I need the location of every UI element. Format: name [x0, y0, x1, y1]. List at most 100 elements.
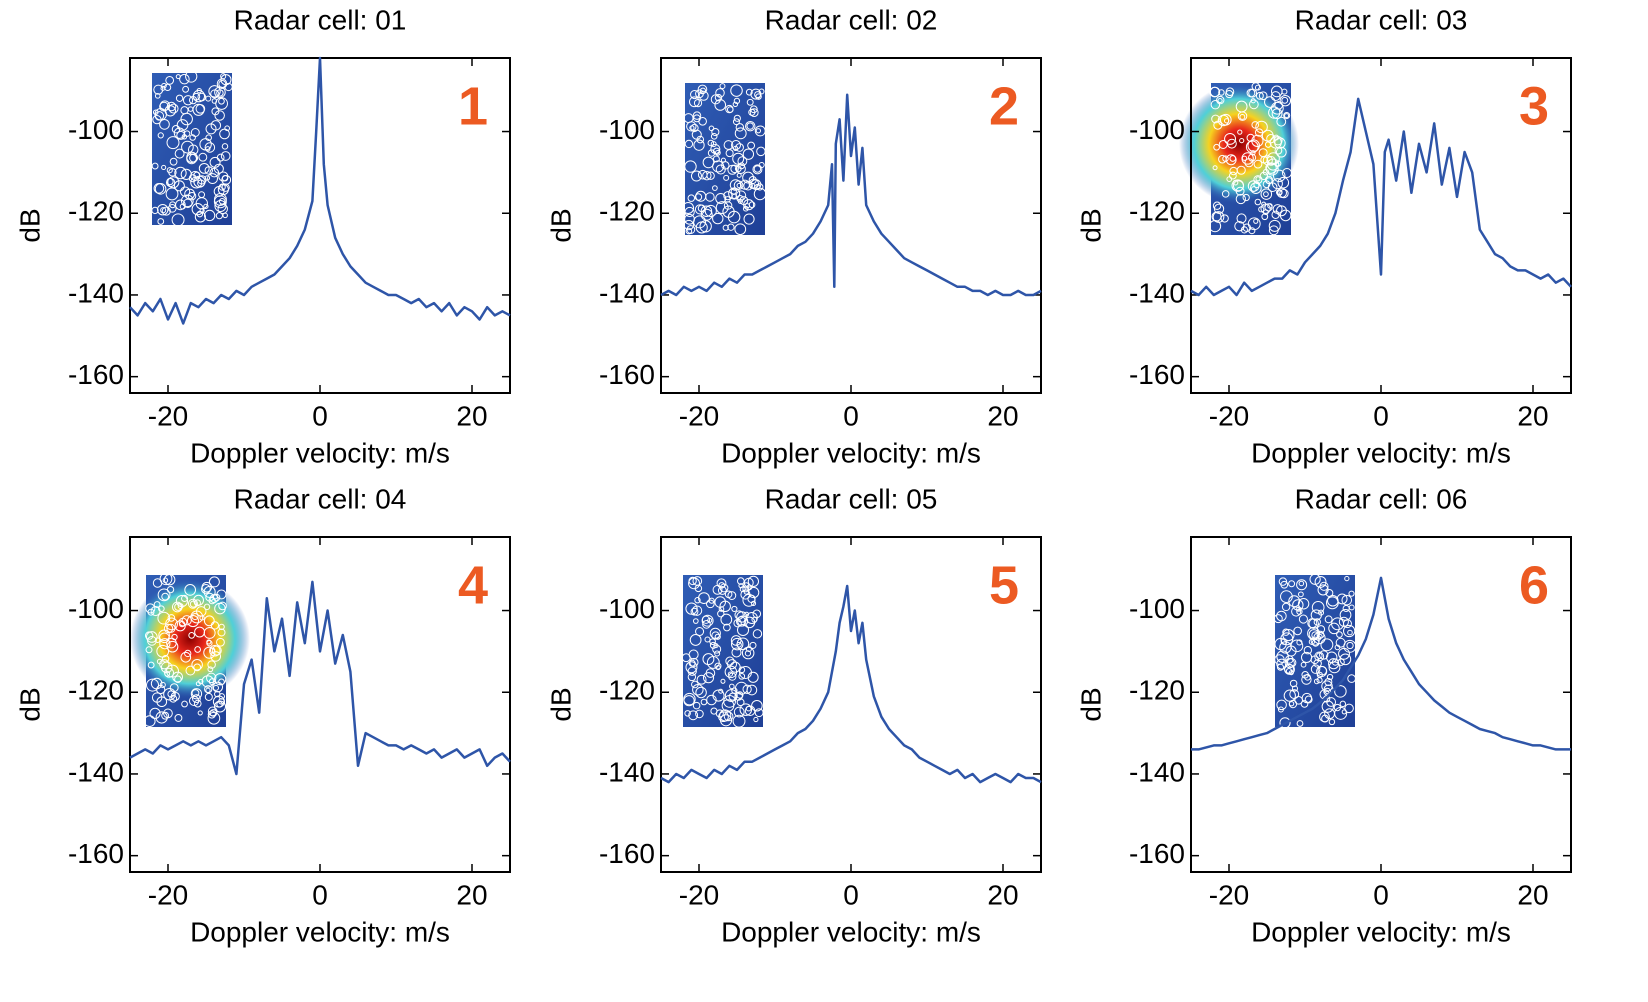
inset-particle: [1296, 720, 1304, 727]
inset-particle: [160, 207, 167, 214]
inset-particle: [1284, 658, 1295, 669]
inset-particle: [735, 143, 744, 152]
inset-particle: [205, 687, 211, 693]
inset-particle: [1319, 650, 1329, 660]
inset-particle: [145, 646, 153, 654]
inset-particle: [207, 660, 216, 669]
inset-particle: [1260, 188, 1273, 200]
inset-particle: [222, 212, 228, 219]
inset-particle: [203, 603, 211, 611]
inset-particle: [193, 594, 204, 606]
x-tick-label: -20: [1209, 879, 1249, 910]
inset-particle: [165, 617, 178, 631]
inset-particle: [1281, 96, 1289, 104]
inset-particle: [198, 191, 206, 199]
inset-particle: [692, 576, 703, 586]
inset-particle: [163, 623, 174, 634]
inset-particle: [1347, 674, 1356, 683]
inset-particle: [214, 690, 221, 698]
inset-particle: [191, 658, 203, 671]
inset-particle: [188, 632, 195, 639]
inset-particle: [168, 168, 177, 177]
inset-particle: [1300, 700, 1309, 708]
inset-particle: [207, 173, 218, 184]
y-tick-label: -100: [1129, 114, 1185, 145]
x-tick-label: 0: [843, 400, 859, 431]
inset-particle: [1225, 154, 1237, 166]
inset-particle: [738, 583, 744, 589]
inset-particle: [154, 183, 167, 195]
inset-particle: [730, 84, 743, 97]
inset-map: [1273, 573, 1357, 729]
inset-particle: [1341, 594, 1353, 606]
inset-particle: [203, 646, 216, 659]
inset-particle: [714, 149, 721, 156]
inset-particle: [692, 683, 704, 696]
x-tick-label: -20: [1209, 400, 1249, 431]
y-tick-label: -120: [68, 196, 124, 227]
inset-particle: [197, 710, 203, 716]
inset-particle: [715, 201, 729, 214]
inset-particle: [720, 613, 733, 626]
inset-particle: [714, 633, 721, 640]
inset-particle: [1254, 198, 1262, 206]
inset-particle: [700, 698, 708, 706]
inset-particle: [698, 90, 709, 101]
inset-particle: [723, 201, 733, 210]
inset-particle: [1217, 114, 1230, 127]
inset-particle: [1224, 132, 1237, 145]
inset-particle: [154, 93, 161, 99]
inset-particle: [688, 649, 699, 660]
x-axis-label: Doppler velocity: m/s: [1251, 437, 1511, 468]
inset-particle: [212, 593, 218, 600]
inset-particle: [689, 657, 699, 667]
inset-particle: [752, 609, 762, 619]
inset-particle: [695, 221, 708, 234]
inset-particle: [215, 212, 223, 220]
inset-particle: [1298, 614, 1308, 624]
inset-particle: [191, 612, 199, 621]
axes-frame: [1190, 536, 1572, 873]
inset-particle: [722, 205, 735, 218]
inset-particle: [1276, 658, 1288, 670]
inset-particle: [216, 589, 227, 600]
inset-particle: [696, 135, 705, 144]
inset-particle: [182, 95, 194, 106]
inset-particle: [712, 155, 720, 163]
inset-particle: [736, 611, 748, 623]
inset-particle: [1281, 167, 1292, 179]
inset-particle: [1251, 82, 1261, 91]
inset-particle: [1276, 699, 1287, 711]
x-tick-label: 20: [1517, 400, 1548, 431]
spectrum-line: [1190, 97, 1572, 297]
x-tick-label: 0: [1373, 400, 1389, 431]
inset-particle: [173, 180, 185, 192]
inset-particle: [747, 575, 760, 587]
inset-particle: [174, 675, 182, 683]
inset-particle: [180, 651, 192, 663]
inset-particle: [1277, 190, 1283, 196]
inset-particle: [216, 78, 228, 89]
inset-particle: [1344, 575, 1350, 582]
inset-particle: [684, 139, 694, 149]
inset-particle: [201, 581, 213, 593]
inset-particle: [1335, 637, 1346, 648]
y-tick-label: -140: [1129, 277, 1185, 308]
inset-particle: [151, 206, 159, 215]
inset-particle: [1324, 615, 1333, 624]
inset-particle: [204, 692, 213, 701]
inset-particle: [168, 103, 179, 114]
inset-particle: [1213, 203, 1225, 214]
inset-map: [1179, 82, 1299, 236]
y-tick-label: -160: [1129, 838, 1185, 869]
inset-particle: [1317, 584, 1329, 596]
inset-particle: [203, 615, 215, 627]
panel-number: 4: [458, 555, 488, 615]
inset-particle: [1279, 717, 1291, 729]
inset-particle: [1301, 671, 1309, 679]
inset-particle: [163, 573, 176, 586]
inset-particle: [224, 125, 230, 132]
inset-particle: [1254, 84, 1262, 91]
inset-particle: [210, 120, 222, 131]
inset-particle: [150, 606, 161, 617]
